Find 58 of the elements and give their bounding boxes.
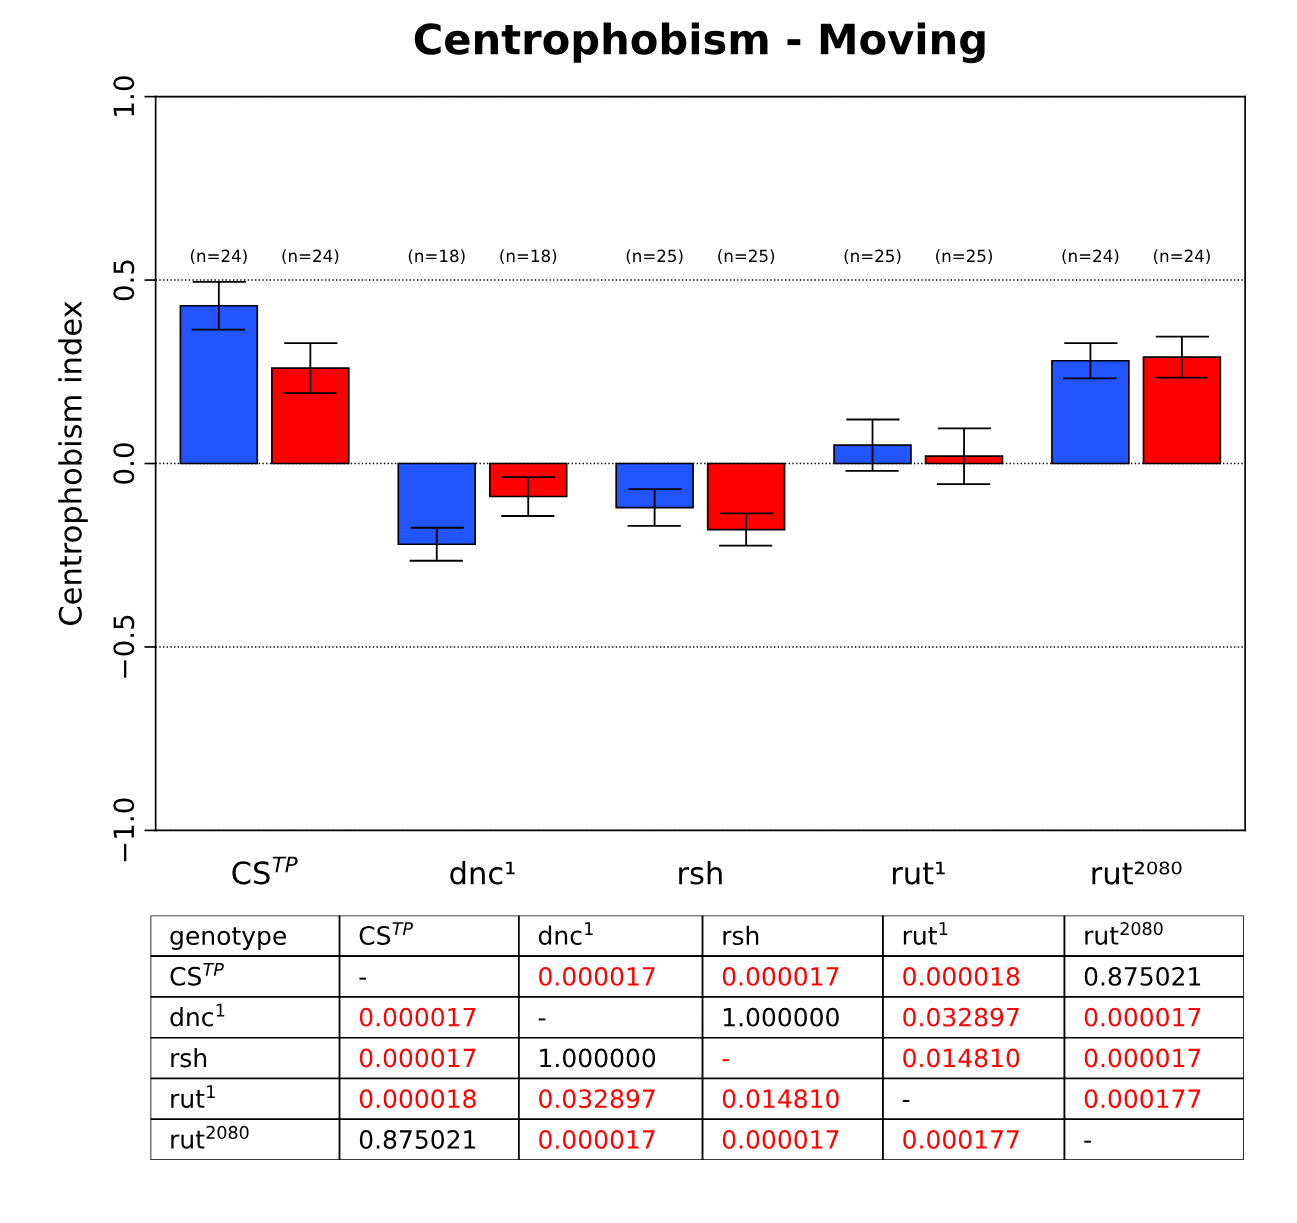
x-tick-label: rsh [679, 860, 722, 885]
text: 0.000017 [539, 966, 655, 986]
text: 0.032897 [539, 1089, 655, 1109]
text: 0.000017 [1084, 1048, 1201, 1068]
annotation: (n=24) [282, 249, 339, 265]
text: - [359, 977, 366, 980]
annotation: (n=18) [408, 249, 465, 265]
annotation: (n=25) [844, 249, 901, 265]
category-label: CS$^{TP}$ [359, 922, 413, 945]
text: 0.032897 [903, 1007, 1019, 1027]
text: 0.000017 [722, 1130, 839, 1149]
text: 1.000000 [723, 1007, 839, 1027]
text: 1.000000 [540, 1048, 656, 1068]
text: 0.875021 [359, 1130, 476, 1149]
text: 0.000017 [1084, 1007, 1201, 1027]
text: 0.014810 [722, 1089, 839, 1109]
category-label: rut$^{2080}$ [171, 1125, 249, 1149]
text: 0.875021 [1084, 966, 1201, 986]
text: - [902, 1099, 910, 1102]
annotation: (n=18) [500, 249, 557, 265]
y-tick-label: 0.0 [113, 443, 135, 484]
annotation: (n=24) [190, 249, 247, 265]
x-tick-label: CS$^{TP}$ [232, 856, 298, 885]
text: 0.000017 [359, 1007, 476, 1027]
category-label: CS$^{TP}$ [170, 963, 224, 986]
text: 0.000017 [359, 1048, 476, 1068]
category-label: rsh [723, 925, 759, 946]
text: 0.000177 [1084, 1089, 1201, 1109]
category-label: rut$^{1}$ [903, 922, 948, 945]
text: 0.014810 [903, 1048, 1020, 1068]
category-label: rut$^{2080}$ [1085, 921, 1163, 945]
annotation: (n=25) [936, 249, 992, 265]
text: 0.000177 [903, 1130, 1019, 1149]
y-tick-label: 0.5 [113, 260, 135, 301]
y-tick-label: 1.0 [113, 76, 135, 116]
text: 0.000018 [903, 966, 1020, 986]
annotation: (n=24) [1062, 249, 1119, 265]
category-label: rsh [171, 1048, 207, 1068]
x-tick-label: rut²⁰⁸⁰ [1092, 861, 1182, 885]
text: - [722, 1059, 729, 1062]
annotation: (n=24) [1153, 249, 1210, 265]
y-tick-label: −1.0 [113, 798, 135, 862]
category-label: dnc$^{1}$ [170, 1003, 225, 1027]
text: genotype [170, 927, 286, 950]
category-label: dnc$^{1}$ [538, 922, 593, 945]
text: 0.000017 [722, 966, 839, 986]
annotation: (n=25) [626, 249, 683, 265]
text: 0.000017 [539, 1130, 655, 1149]
x-tick-label: rut¹ [892, 861, 945, 885]
text: - [538, 1018, 546, 1021]
x-tick-label: dnc¹ [450, 860, 515, 885]
text: 0.000018 [359, 1089, 476, 1109]
text: - [1084, 1140, 1091, 1143]
y-tick-label: −0.5 [113, 615, 135, 678]
annotation: (n=25) [718, 249, 775, 265]
category-label: rut$^{1}$ [171, 1085, 215, 1108]
y-axis-title: Centrophobism index [58, 301, 88, 625]
chart-title: Centrophobism - Moving [414, 22, 985, 64]
